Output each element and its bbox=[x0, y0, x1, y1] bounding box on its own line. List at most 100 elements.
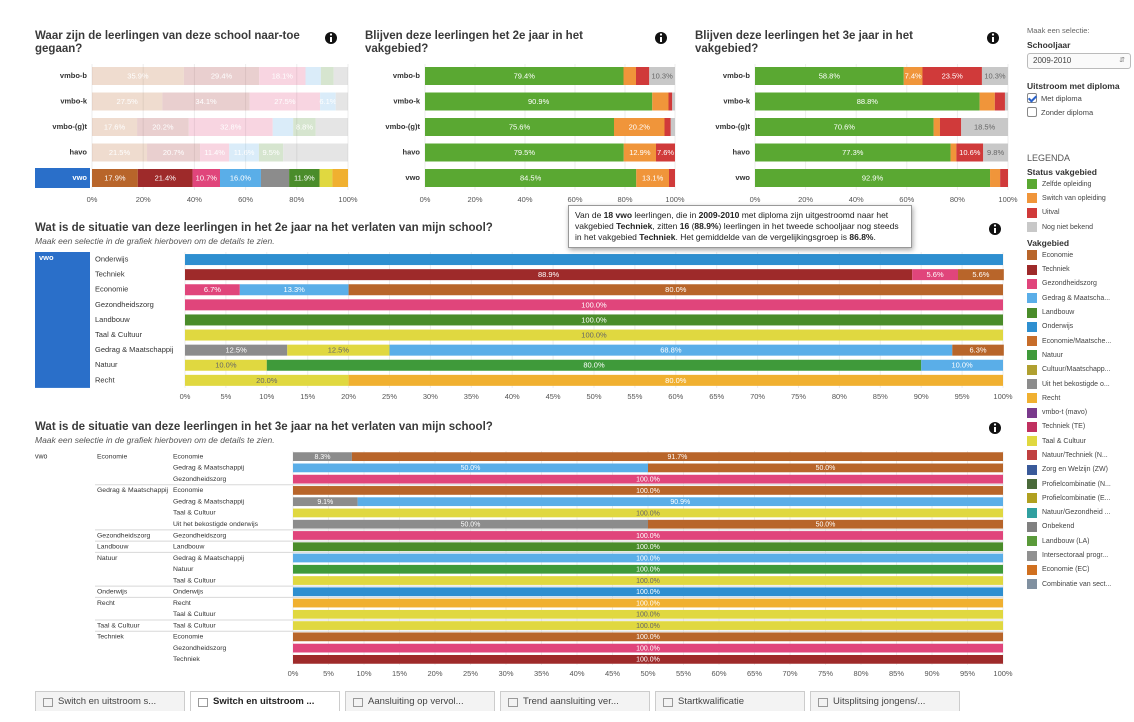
bar-segment bbox=[192, 169, 220, 187]
bar-segment bbox=[272, 118, 294, 136]
bar-segment bbox=[283, 143, 348, 162]
group-label: vwo bbox=[35, 453, 48, 460]
legend-item: Nog niet bekend bbox=[1027, 220, 1131, 234]
x-tick-label: 35% bbox=[534, 669, 549, 678]
tab[interactable]: Trend aansluiting ver... bbox=[500, 691, 650, 711]
legend: Economie Techniek Gezondheidszorg Gedrag & … bbox=[1027, 248, 1131, 591]
row-label: Landbouw bbox=[173, 544, 204, 551]
bar-segment bbox=[933, 118, 940, 136]
tab[interactable]: Uitsplitsing jongens/... bbox=[810, 691, 960, 711]
tab[interactable]: Switch en uitstroom s... bbox=[35, 691, 185, 711]
data-label: 21.5% bbox=[109, 148, 131, 157]
x-tick-label: 80% bbox=[832, 392, 847, 401]
bar-segment bbox=[293, 564, 1003, 574]
legend-label: Taal & Cultuur bbox=[1042, 437, 1086, 445]
info-icon[interactable] bbox=[655, 32, 667, 44]
bar-segment bbox=[293, 621, 1003, 630]
data-label: 90.9% bbox=[670, 499, 690, 506]
x-tick-label: 100% bbox=[998, 195, 1018, 204]
legend-swatch bbox=[1027, 493, 1037, 504]
y-tick-label: vmbo-k bbox=[393, 96, 421, 105]
info-icon[interactable] bbox=[989, 223, 1001, 235]
bar-segment bbox=[293, 654, 1003, 664]
info-icon[interactable] bbox=[989, 422, 1001, 434]
year-select[interactable]: 2009-2010 ⇵ bbox=[1027, 53, 1131, 69]
legend-swatch bbox=[1027, 250, 1037, 261]
bar-segment bbox=[293, 452, 352, 462]
row-label: Gezondheidszorg bbox=[173, 645, 226, 652]
row-label: Taal & Cultuur bbox=[173, 611, 216, 618]
x-tick-label: 95% bbox=[955, 392, 970, 401]
x-tick-label: 15% bbox=[300, 392, 315, 401]
legend-swatch bbox=[1027, 222, 1037, 233]
info-icon[interactable] bbox=[987, 32, 999, 44]
row-label: Uit het bekostigde onderwijs bbox=[173, 521, 259, 528]
row-label: Recht bbox=[95, 375, 116, 384]
row-label: Natuur bbox=[95, 360, 118, 369]
legend-label: vmbo-t (mavo) bbox=[1042, 409, 1088, 417]
chart-title: Wat is de situatie van deze leerlingen i… bbox=[35, 421, 493, 433]
bar-segment bbox=[755, 118, 934, 136]
data-label: 12.5% bbox=[225, 346, 247, 355]
x-tick-label: 100% bbox=[993, 392, 1013, 401]
tab[interactable]: Switch en uitstroom ... bbox=[190, 691, 340, 711]
bar-segment bbox=[425, 67, 624, 85]
legend-swatch bbox=[1027, 193, 1037, 204]
y-tick-label: vmbo-b bbox=[393, 71, 421, 80]
checkbox[interactable] bbox=[1027, 107, 1037, 117]
legend-item: Zelfde opleiding bbox=[1027, 177, 1131, 191]
row-label: Taal & Cultuur bbox=[173, 622, 216, 629]
x-tick-label: 60% bbox=[567, 195, 582, 204]
x-tick-label: 30% bbox=[498, 669, 513, 678]
data-label: 100.0% bbox=[636, 510, 660, 517]
bar-segment bbox=[185, 359, 267, 371]
tab[interactable]: Startkwalificatie bbox=[655, 691, 805, 711]
legend-item: Intersectoraal progr... bbox=[1027, 548, 1131, 562]
bar-segment bbox=[755, 169, 991, 187]
data-label: 100.0% bbox=[636, 567, 660, 574]
bar-segment bbox=[636, 67, 650, 85]
x-tick-label: 0% bbox=[420, 195, 431, 204]
data-label: 91.7% bbox=[668, 454, 688, 461]
tab[interactable]: Aansluiting op vervol... bbox=[345, 691, 495, 711]
bar-segment bbox=[669, 169, 675, 187]
data-label: 100.0% bbox=[636, 657, 660, 664]
legend-label: Profielcombinatie (E... bbox=[1042, 494, 1111, 502]
legend-label: Landbouw bbox=[1042, 309, 1075, 317]
bar-segment bbox=[185, 269, 913, 281]
legend-item: Natuur/Techniek (N... bbox=[1027, 448, 1131, 462]
row-label: Gedrag & Maatschappij bbox=[173, 498, 245, 505]
data-label: 80.0% bbox=[665, 376, 687, 385]
data-label: 13.1% bbox=[642, 173, 664, 182]
bar-segment bbox=[903, 67, 923, 85]
data-label: 20.7% bbox=[163, 148, 185, 157]
legend-swatch bbox=[1027, 379, 1037, 389]
legend-swatch bbox=[1027, 407, 1037, 418]
tooltip-text: Techniek bbox=[639, 232, 676, 242]
tooltip-text: , zitten bbox=[652, 221, 680, 231]
x-tick-label: 50% bbox=[586, 392, 601, 401]
tooltip-text: met diploma zijn uitgestroomd naar het v… bbox=[575, 210, 889, 231]
legend-item: Taal & Cultuur bbox=[1027, 434, 1131, 448]
legend-item: Landbouw (LA) bbox=[1027, 534, 1131, 548]
tooltip-text: . Het gemiddelde van de vergelijkingsgro… bbox=[675, 232, 850, 242]
row-label: Onderwijs bbox=[95, 255, 129, 264]
legend-swatch bbox=[1027, 564, 1037, 575]
y-tick-label: vmbo-b bbox=[60, 71, 88, 80]
legend-item: Profielcombinatie (E... bbox=[1027, 491, 1131, 505]
legend-swatch bbox=[1027, 293, 1037, 304]
data-label: 88.9% bbox=[538, 270, 560, 279]
tooltip-text: . bbox=[873, 232, 876, 242]
data-label: 35.9% bbox=[127, 71, 149, 80]
legend-label: Uit het bekostigde o... bbox=[1042, 380, 1110, 388]
checkbox-option[interactable]: Zonder diploma bbox=[1027, 105, 1131, 119]
data-label: 11.6% bbox=[234, 148, 255, 157]
x-tick-label: 80% bbox=[289, 195, 304, 204]
checkbox[interactable] bbox=[1027, 93, 1037, 103]
tooltip-text: 2009-2010 bbox=[698, 210, 740, 220]
data-label: 84.5% bbox=[520, 173, 542, 182]
checkbox-option[interactable]: Met diploma bbox=[1027, 91, 1131, 105]
info-icon[interactable] bbox=[325, 32, 337, 44]
bar-segment bbox=[648, 463, 1003, 473]
bar-segment bbox=[293, 576, 1003, 585]
